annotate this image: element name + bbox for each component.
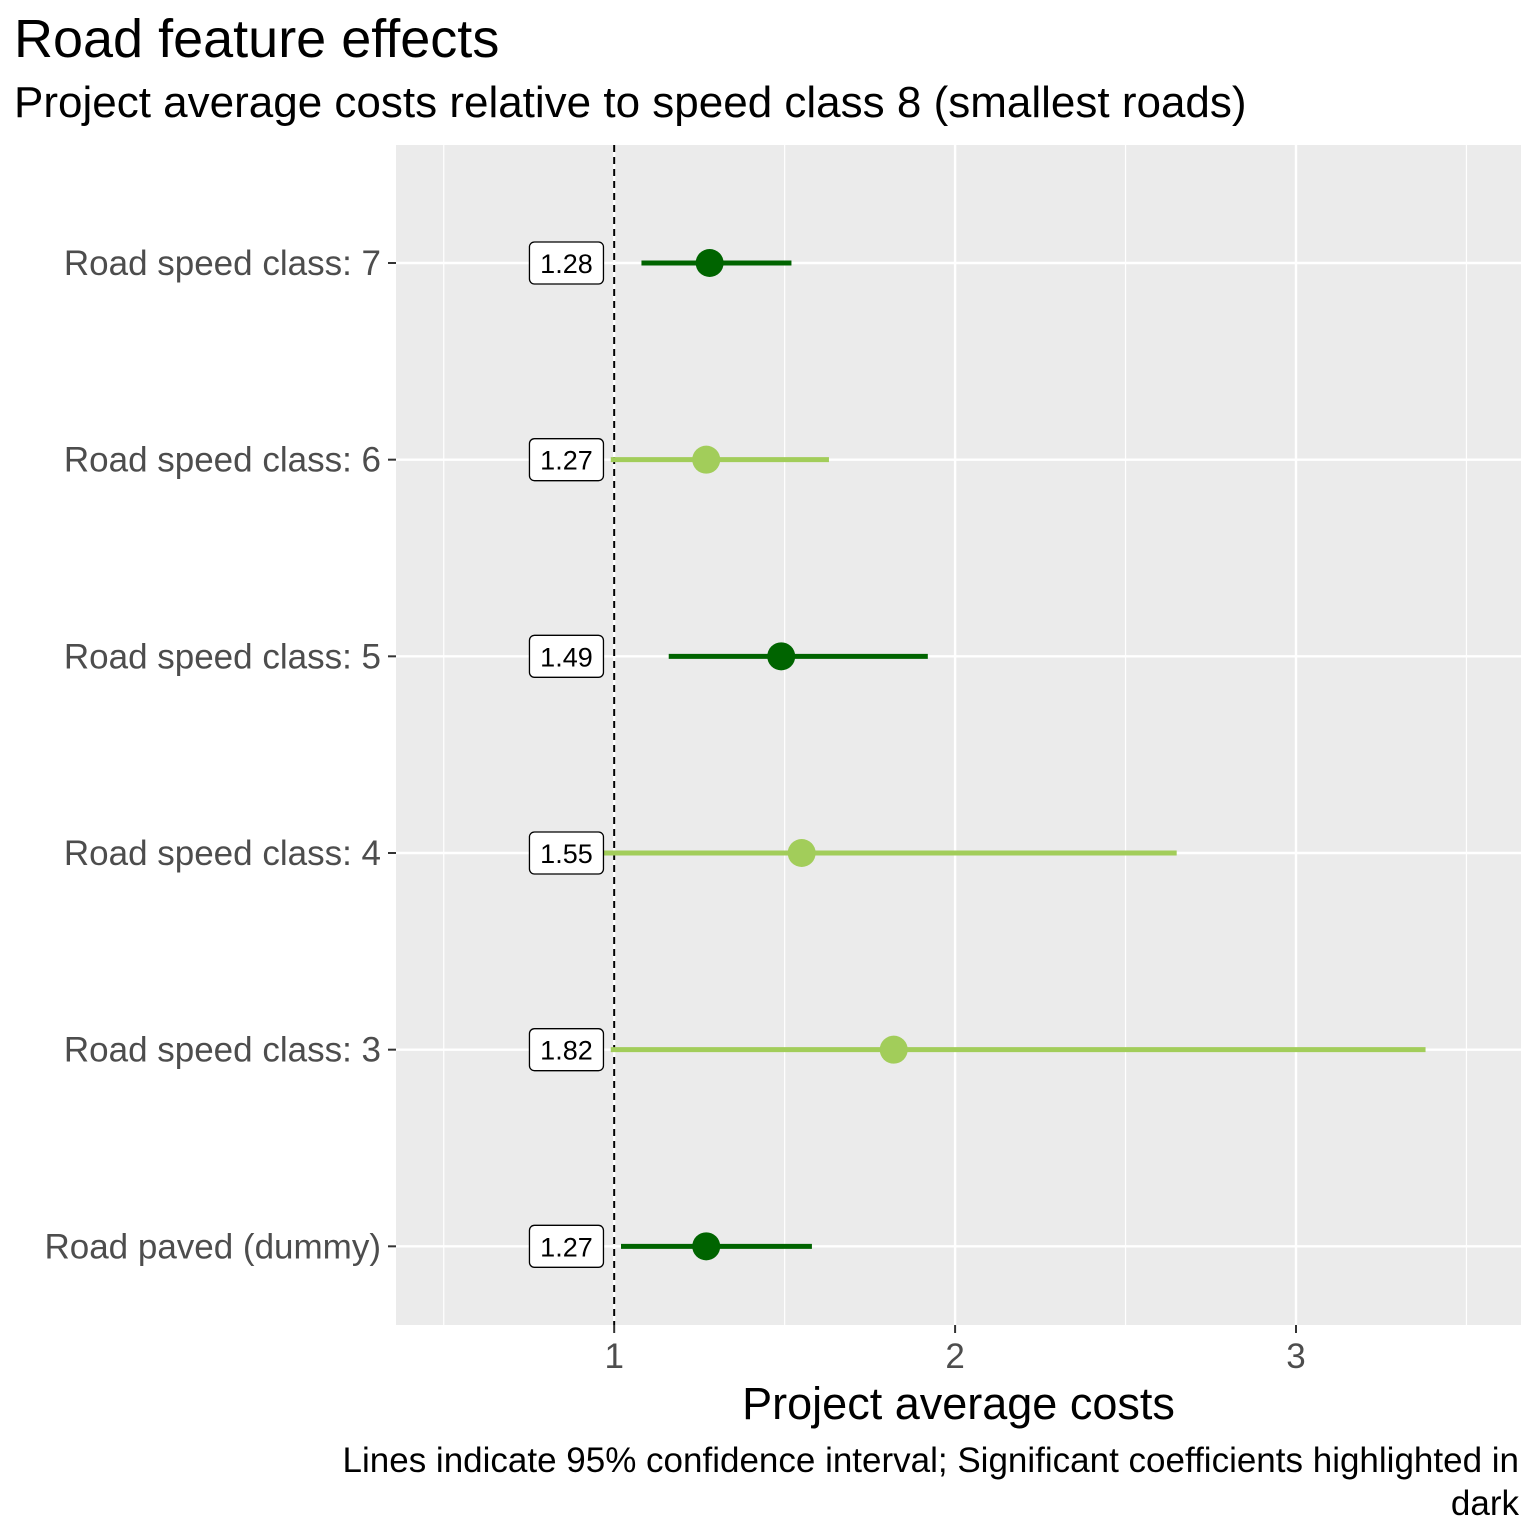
value-label-box — [528, 241, 605, 285]
x-tick-label: 3 — [1286, 1337, 1305, 1376]
estimate-point — [787, 839, 816, 867]
value-label: 1.82 — [540, 1036, 593, 1066]
x-axis-title: Project average costs — [742, 1378, 1175, 1429]
x-tick-label: 2 — [945, 1337, 964, 1376]
chart-title: Road feature effects — [14, 9, 500, 69]
x-axis: 1 2 3 — [604, 1325, 1306, 1376]
estimate-point — [879, 1035, 908, 1064]
y-axis-label: Road paved (dummy) — [44, 1227, 381, 1266]
plot-panel — [396, 145, 1521, 1325]
estimate-point — [692, 1232, 721, 1261]
caption-line-2: dark — [1451, 1484, 1520, 1523]
x-tick-label: 1 — [604, 1337, 623, 1376]
value-label-box — [528, 1028, 605, 1072]
value-label-box — [528, 634, 605, 678]
y-axis-labels: Road speed class: 7 Road speed class: 6 Ro… — [44, 244, 396, 1266]
value-label: 1.27 — [540, 1232, 593, 1262]
estimate-point — [695, 249, 724, 277]
caption-line-1: Lines indicate 95% confidence interval; … — [343, 1441, 1519, 1480]
chart-subtitle: Project average costs relative to speed … — [14, 78, 1247, 127]
value-label: 1.49 — [540, 642, 593, 672]
chart-marks: 1.28 1.27 1.49 1.55 1.82 1.27 — [528, 241, 1426, 1268]
y-axis-label: Road speed class: 3 — [64, 1031, 381, 1070]
value-label: 1.28 — [540, 249, 593, 279]
estimate-point — [767, 642, 796, 671]
y-axis-label: Road speed class: 7 — [64, 244, 381, 283]
value-label: 1.55 — [540, 839, 593, 869]
value-label-box — [528, 831, 605, 875]
value-label: 1.27 — [540, 446, 593, 476]
value-label-box — [528, 1224, 605, 1268]
y-axis-label: Road speed class: 6 — [64, 441, 381, 480]
value-label-box — [528, 438, 605, 482]
y-axis-label: Road speed class: 5 — [64, 637, 381, 676]
y-axis-label: Road speed class: 4 — [64, 834, 381, 873]
estimate-point — [692, 445, 721, 474]
